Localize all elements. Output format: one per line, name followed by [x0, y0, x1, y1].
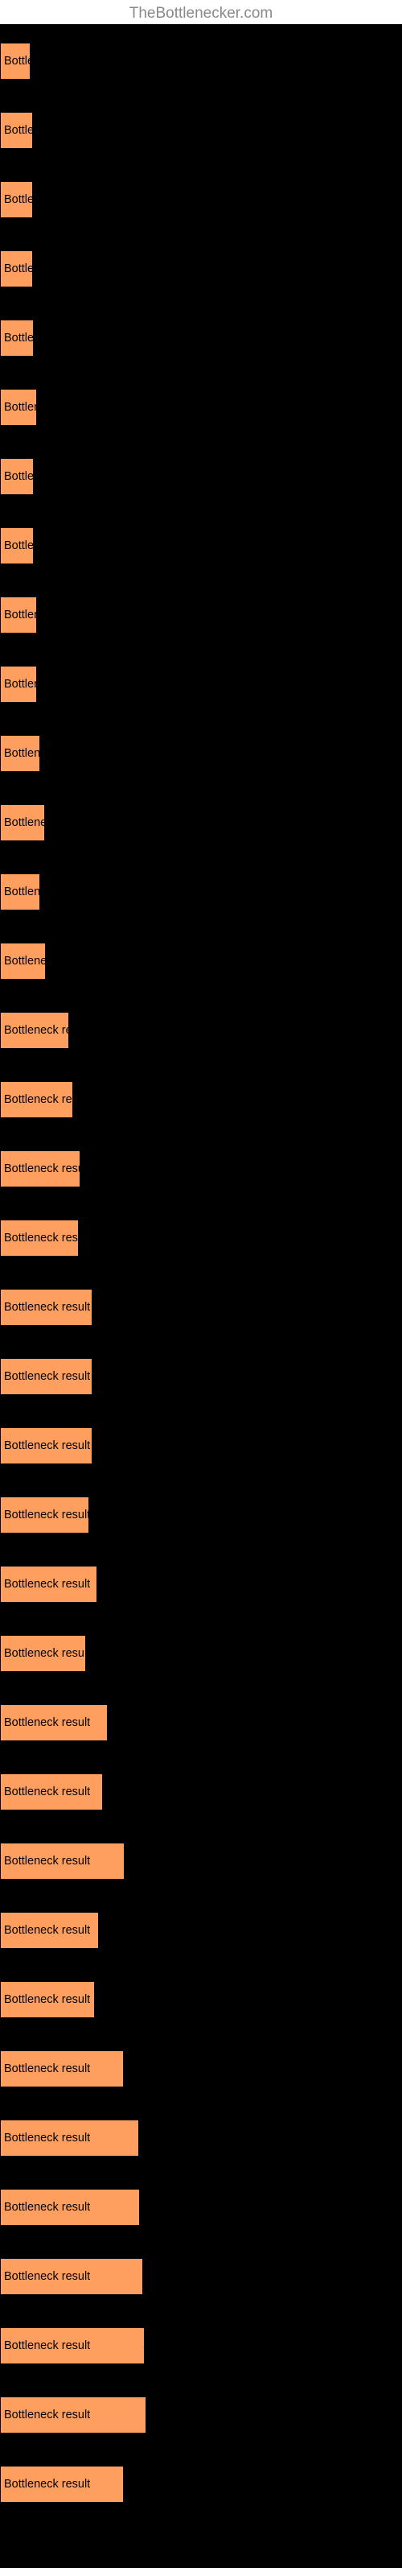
bar-row: Bottleneck result [1, 736, 39, 771]
bar-row: Bottleneck result [1, 320, 33, 356]
bar-value-label: 4 [123, 2062, 129, 2076]
watermark-text: TheBottlenecker.com [0, 0, 402, 24]
bar: Bottleneck result [1, 320, 33, 356]
bar-row: Bottleneck result [1, 390, 36, 425]
bar: Bottleneck result [1, 1982, 94, 2017]
bar-row: Bottleneck result [1, 1220, 78, 1256]
bar-row: Bottleneck result [1, 1913, 98, 1948]
bar: Bottleneck result [1, 2259, 142, 2294]
bar-row: Bottleneck result50 [1, 2397, 146, 2433]
bar-row: Bottleneck result48 [1, 2190, 139, 2225]
bar-row: Bottleneck result [1, 1151, 80, 1187]
bar-value-label: 49 [142, 2270, 156, 2284]
bar-value-label: 48 [139, 2201, 153, 2215]
bar: Bottleneck result [1, 1497, 88, 1533]
bar-row: Bottleneck result [1, 1013, 68, 1048]
bar: Bottleneck result [1, 874, 39, 910]
bar: Bottleneck result [1, 597, 36, 633]
bar-row: Bottleneck result4 [1, 2051, 123, 2087]
bottleneck-bar-chart: Bottleneck resultBottleneck resultBottle… [0, 24, 402, 2568]
bar-row: Bottleneck result [1, 1428, 92, 1463]
bar-row: Bottleneck result [1, 1290, 92, 1325]
bar: Bottleneck result [1, 1220, 78, 1256]
bar-row: Bottleneck result [1, 1705, 107, 1740]
bar-value-label: 50 [146, 2409, 159, 2422]
bar-row: Bottleneck result48 [1, 2120, 138, 2156]
bar-row: Bottleneck result [1, 874, 39, 910]
bar: Bottleneck result [1, 1636, 85, 1671]
bar: Bottleneck result [1, 2467, 123, 2502]
bar: Bottleneck result [1, 1359, 92, 1394]
bar: Bottleneck result [1, 1428, 92, 1463]
bar-row: Bottleneck result [1, 1982, 94, 2017]
bar: Bottleneck result [1, 1774, 102, 1810]
bar-value-label: 4 [124, 1855, 130, 1868]
bar-row: Bottleneck result [1, 113, 32, 148]
bar: Bottleneck result [1, 182, 32, 217]
bar: Bottleneck result [1, 251, 32, 287]
bar-row: Bottleneck result [1, 1359, 92, 1394]
bar: Bottleneck result [1, 1913, 98, 1948]
bar: Bottleneck result [1, 528, 33, 564]
bar-row: Bottleneck result49 [1, 2328, 144, 2363]
bar-row: Bottleneck result [1, 528, 33, 564]
bar-row: Bottleneck result [1, 1636, 85, 1671]
bar-row: Bottleneck result [1, 251, 32, 287]
bar-value-label: 4 [123, 2478, 129, 2491]
bar: Bottleneck result [1, 1290, 92, 1325]
bar: Bottleneck result [1, 1843, 124, 1879]
bar: Bottleneck result [1, 390, 36, 425]
bar: Bottleneck result [1, 2397, 146, 2433]
bar: Bottleneck result [1, 43, 30, 79]
bar-value-label: 49 [144, 2339, 158, 2353]
bar-row: Bottleneck result [1, 459, 33, 494]
bar: Bottleneck result [1, 1567, 96, 1602]
bar-row: Bottleneck result [1, 667, 36, 702]
bar: Bottleneck result [1, 805, 44, 840]
bar-row: Bottleneck result [1, 805, 44, 840]
bar: Bottleneck result [1, 667, 36, 702]
bar-row: Bottleneck result [1, 1567, 96, 1602]
bar: Bottleneck result [1, 113, 32, 148]
bar: Bottleneck result [1, 2120, 138, 2156]
bar-row: Bottleneck result4 [1, 2467, 123, 2502]
bar: Bottleneck result [1, 459, 33, 494]
bar-value-label: 48 [138, 2132, 152, 2145]
bar: Bottleneck result [1, 2190, 139, 2225]
bar: Bottleneck result [1, 1082, 72, 1117]
bar-row: Bottleneck result [1, 1497, 88, 1533]
bar-row: Bottleneck result [1, 1774, 102, 1810]
bar-row: Bottleneck result [1, 597, 36, 633]
bar: Bottleneck result [1, 736, 39, 771]
bar: Bottleneck result [1, 1013, 68, 1048]
bar: Bottleneck result [1, 943, 45, 979]
bar: Bottleneck result [1, 1151, 80, 1187]
bar-row: Bottleneck result49 [1, 2259, 142, 2294]
bar: Bottleneck result [1, 2051, 123, 2087]
bar-row: Bottleneck result [1, 43, 30, 79]
bar: Bottleneck result [1, 1705, 107, 1740]
bar-row: Bottleneck result [1, 943, 45, 979]
bar-row: Bottleneck result4 [1, 1843, 124, 1879]
bar-row: Bottleneck result [1, 182, 32, 217]
bar: Bottleneck result [1, 2328, 144, 2363]
bar-row: Bottleneck result [1, 1082, 72, 1117]
